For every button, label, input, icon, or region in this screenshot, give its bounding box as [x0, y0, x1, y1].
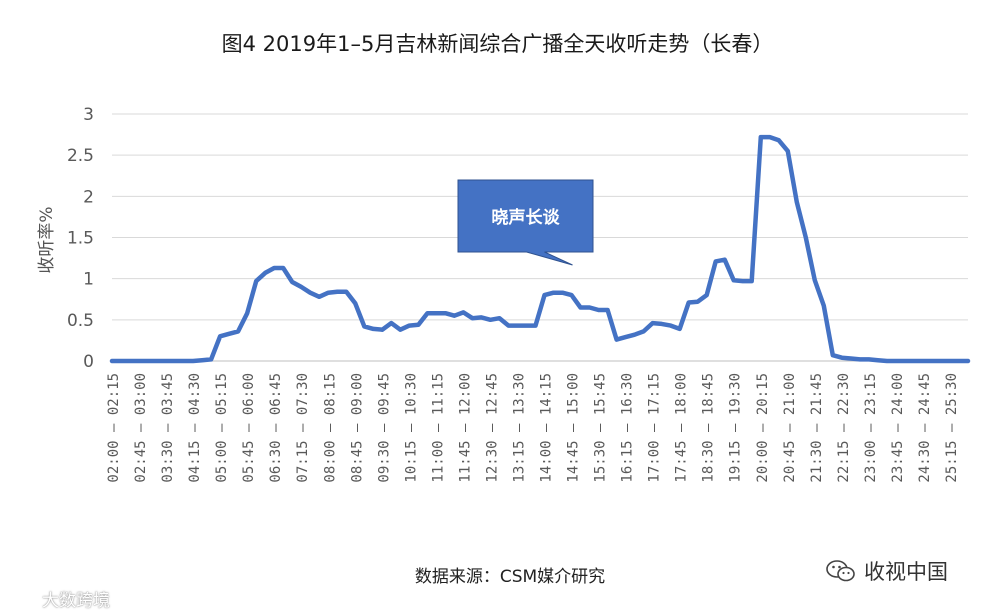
x-tick-label: 18:30 – 18:45 — [701, 373, 717, 483]
x-tick-label: 25:15 – 25:30 — [944, 373, 960, 483]
y-tick-label: 3 — [83, 105, 94, 125]
x-tick-label: 11:45 – 12:00 — [457, 373, 473, 483]
x-tick-label: 20:45 – 21:00 — [782, 373, 798, 483]
x-tick-label: 05:45 – 06:00 — [241, 373, 257, 483]
x-tick-label: 02:45 – 03:00 — [133, 373, 149, 483]
x-tick-label: 03:30 – 03:45 — [160, 373, 176, 483]
x-tick-label: 13:15 – 13:30 — [511, 373, 527, 483]
x-tick-label: 24:30 – 24:45 — [917, 373, 933, 483]
y-tick-label: 1 — [83, 270, 94, 290]
x-tick-label: 17:00 – 17:15 — [647, 373, 663, 483]
wechat-brand-name: 收视中国 — [864, 560, 948, 584]
callout-box — [457, 179, 594, 266]
x-tick-label: 15:30 – 15:45 — [593, 373, 609, 483]
x-tick-label: 22:15 – 22:30 — [836, 373, 852, 483]
x-tick-label: 19:15 – 19:30 — [728, 373, 744, 483]
gridlines — [112, 113, 968, 362]
x-tick-label: 04:15 – 04:30 — [187, 373, 203, 483]
watermark-text: 大数跨境 — [42, 591, 110, 611]
x-tick-label: 14:00 – 14:15 — [539, 373, 555, 483]
y-axis-label: 收听率% — [37, 206, 57, 273]
wechat-icon — [826, 560, 855, 582]
y-tick-label: 1.5 — [67, 229, 94, 249]
x-tick-label: 05:00 – 05:15 — [214, 373, 230, 483]
y-tick-label: 0 — [83, 352, 94, 372]
x-tick-label: 23:45 – 24:00 — [890, 373, 906, 483]
x-tick-label: 14:45 – 15:00 — [566, 373, 582, 483]
x-tick-label: 08:45 – 09:00 — [349, 373, 365, 483]
x-tick-label: 10:15 – 10:30 — [403, 373, 419, 483]
x-tick-label: 16:15 – 16:30 — [620, 373, 636, 483]
x-tick-label: 12:30 – 12:45 — [484, 373, 500, 483]
x-axis-ticks: 02:00 – 02:15 02:45 – 03:00 03:30 – 03:45 0… — [106, 373, 960, 483]
series-line-layer — [109, 134, 971, 364]
x-tick-label: 11:00 – 11:15 — [430, 373, 446, 483]
x-tick-label: 09:30 – 09:45 — [376, 373, 392, 483]
y-tick-label: 2 — [83, 187, 94, 207]
x-tick-label: 06:30 – 06:45 — [268, 373, 284, 483]
series-line — [109, 134, 971, 364]
y-axis-ticks: 0 0.5 1 1.5 2 2.5 3 — [67, 105, 94, 372]
wechat-brand: 收视中国 — [826, 556, 948, 586]
data-source-note: 数据来源：CSM媒介研究 — [414, 567, 606, 587]
x-tick-label: 21:30 – 21:45 — [809, 373, 825, 483]
x-tick-label: 23:00 – 23:15 — [863, 373, 879, 483]
annotation-layer: 晓声长谈 — [457, 179, 594, 266]
chart-title: 图4 2019年1–5月吉林新闻综合广播全天收听走势（长春） — [221, 32, 774, 56]
watermark: 大数跨境 — [6, 586, 110, 611]
watermark-logo-icon — [7, 590, 35, 607]
x-tick-label: 07:15 – 07:30 — [295, 373, 311, 483]
x-tick-label: 17:45 – 18:00 — [674, 373, 690, 483]
x-tick-label: 02:00 – 02:15 — [106, 373, 122, 483]
y-tick-label: 2.5 — [67, 146, 94, 166]
y-tick-label: 0.5 — [67, 311, 94, 331]
x-tick-label: 20:00 – 20:15 — [755, 373, 771, 483]
x-tick-label: 08:00 – 08:15 — [322, 373, 338, 483]
callout-label: 晓声长谈 — [492, 207, 561, 228]
